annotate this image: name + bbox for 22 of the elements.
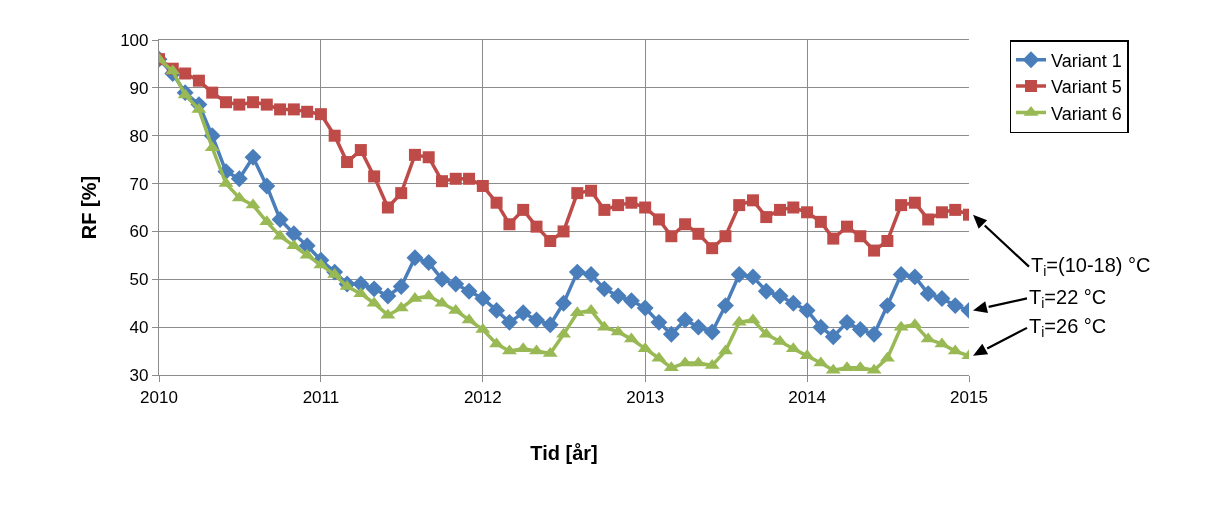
annotation: T$_{i}$=(10-18) °C — [1031, 254, 1151, 280]
y-tick-label: 60 — [129, 222, 149, 242]
y-tick-label: 70 — [129, 174, 149, 194]
x-tick-label: 2013 — [626, 387, 665, 407]
annotation: T$_{i}$=26 °C — [1029, 315, 1107, 341]
y-axis-title: RF [%] — [77, 175, 100, 240]
y-tick-label: 50 — [129, 270, 149, 290]
legend-label: Variant 1 — [1051, 50, 1122, 71]
y-tick-label: 90 — [129, 78, 149, 98]
x-tick-label: 2014 — [788, 387, 826, 407]
legend-label: Variant 5 — [1051, 77, 1122, 98]
x-axis-title: Tid [år] — [530, 442, 598, 464]
y-tick-label: 100 — [120, 30, 149, 50]
annotation: T$_{i}$=22 °C — [1029, 286, 1107, 312]
x-tick-label: 2015 — [950, 387, 988, 407]
y-tick-label: 80 — [129, 126, 149, 146]
legend-label: Variant 6 — [1051, 103, 1122, 124]
y-tick-label: 40 — [129, 318, 149, 338]
x-tick-label: 2012 — [463, 387, 502, 407]
x-tick-label: 2010 — [140, 387, 178, 407]
y-tick-label: 30 — [129, 365, 149, 385]
x-tick-label: 2011 — [302, 387, 340, 407]
